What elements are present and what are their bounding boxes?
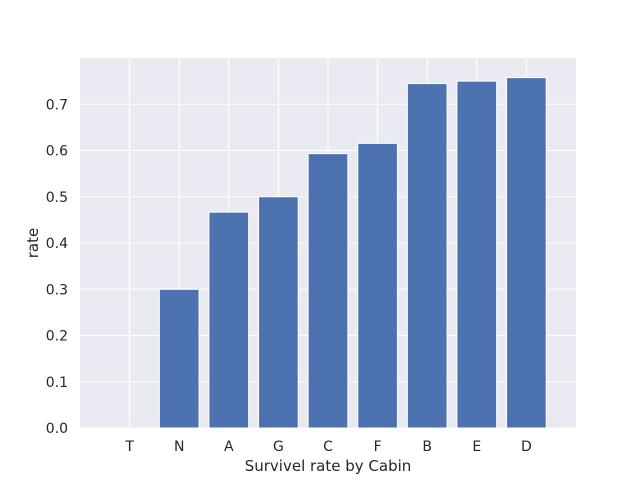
x-tick-label: A xyxy=(224,439,234,455)
x-tick-label: D xyxy=(521,439,532,455)
y-tick-label: 0.2 xyxy=(46,329,68,345)
bars xyxy=(158,77,547,429)
x-tick-label: E xyxy=(472,439,481,455)
x-tick-label: C xyxy=(323,439,333,455)
y-tick-label: 0.7 xyxy=(46,97,68,113)
x-tick-label: B xyxy=(422,439,432,455)
bar-G xyxy=(258,196,299,429)
bar-F xyxy=(357,142,398,429)
bar-A xyxy=(208,211,250,429)
x-tick-label: N xyxy=(174,439,184,455)
y-tick-label: 0.6 xyxy=(46,144,68,160)
bar-B xyxy=(406,83,448,429)
x-axis-label: Survivel rate by Cabin xyxy=(245,457,412,475)
y-axis-label: rate xyxy=(24,228,42,258)
y-tick-label: 0.1 xyxy=(46,375,68,391)
y-tick-label: 0.0 xyxy=(46,421,68,437)
bar-D xyxy=(506,77,547,429)
y-tick-labels: 0.0 0.1 0.2 0.3 0.4 0.5 0.6 0.7 xyxy=(46,97,68,437)
bar-E xyxy=(456,80,498,429)
x-tick-label: G xyxy=(273,439,284,455)
x-tick-label: T xyxy=(124,439,134,455)
y-tick-label: 0.3 xyxy=(46,282,68,298)
bar-N xyxy=(158,288,200,429)
bar-C xyxy=(307,153,349,429)
x-tick-label: F xyxy=(374,439,382,455)
y-tick-label: 0.5 xyxy=(46,190,68,206)
y-tick-label: 0.4 xyxy=(46,236,68,252)
